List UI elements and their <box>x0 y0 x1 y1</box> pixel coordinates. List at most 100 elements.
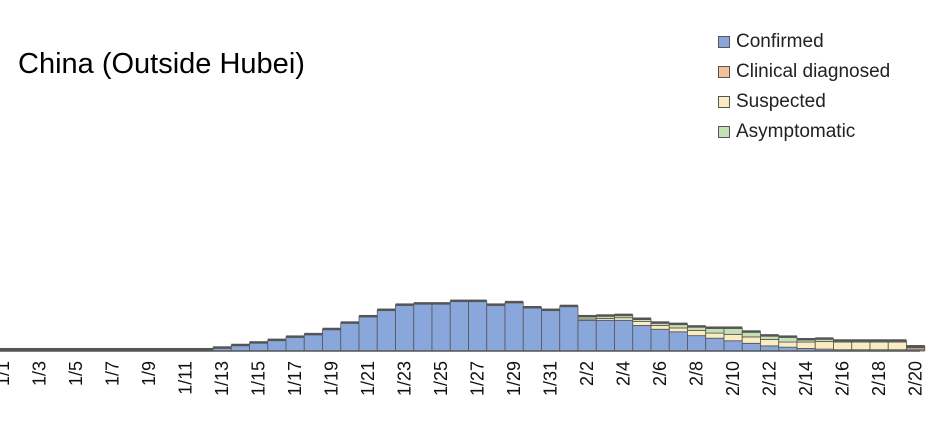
bar-top-1-27 <box>468 299 487 303</box>
bar-confirmed-2-8 <box>687 335 707 352</box>
x-tick-label: 1/27 <box>468 361 488 396</box>
bar-suspected-2-6 <box>650 324 670 330</box>
bar-confirmed-1-20 <box>340 322 360 352</box>
bar-top-2-3 <box>596 314 615 317</box>
bar-top-1-12 <box>194 347 213 351</box>
x-tick-label: 1/1 <box>0 361 13 386</box>
x-tick-label: 2/4 <box>614 361 634 386</box>
bar-top-2-16 <box>833 339 852 342</box>
x-tick-label: 2/8 <box>687 361 707 386</box>
x-tick-label: 1/19 <box>322 361 342 396</box>
bar-confirmed-2-4 <box>614 319 634 352</box>
bar-suspected-2-19 <box>887 341 907 351</box>
bar-confirmed-2-6 <box>650 328 670 352</box>
bar-top-2-13 <box>778 335 797 338</box>
bar-top-2-6 <box>651 321 670 324</box>
bar-top-1-10 <box>158 347 177 351</box>
bar-suspected-2-13 <box>778 341 798 348</box>
x-tick-label: 1/7 <box>103 361 123 386</box>
bar-confirmed-1-28 <box>486 304 506 352</box>
bar-top-1-16 <box>267 338 286 342</box>
legend-swatch-clinical-diagnosed <box>718 66 730 78</box>
bar-confirmed-2-1 <box>559 305 579 352</box>
bar-confirmed-2-9 <box>705 337 725 352</box>
legend-label-asymptomatic: Asymptomatic <box>736 121 856 142</box>
bar-suspected-2-8 <box>687 330 707 337</box>
bar-top-1-5 <box>67 347 86 351</box>
bar-top-1-13 <box>213 346 232 349</box>
bar-top-2-9 <box>705 326 724 329</box>
bar-confirmed-2-5 <box>632 324 652 352</box>
x-tick-label: 2/14 <box>796 361 816 396</box>
x-tick-label: 2/20 <box>906 361 926 396</box>
bar-top-1-23 <box>395 303 414 306</box>
bar-top-1-28 <box>486 303 505 306</box>
x-tick-label: 2/12 <box>760 361 780 396</box>
legend-swatch-suspected <box>718 96 730 108</box>
bar-confirmed-1-19 <box>322 328 342 352</box>
bar-top-1-9 <box>140 347 159 351</box>
legend-item-clinical-diagnosed: Clinical diagnosed <box>718 57 890 87</box>
bar-top-2-20 <box>906 345 925 348</box>
x-tick-label: 2/2 <box>577 361 597 386</box>
legend: Confirmed Clinical diagnosed Suspected A… <box>718 27 890 147</box>
bar-suspected-2-15 <box>814 340 834 350</box>
bar-confirmed-1-21 <box>358 316 378 352</box>
bar-confirmed-1-22 <box>376 309 396 352</box>
bar-top-1-17 <box>286 335 305 338</box>
bar-top-1-1 <box>0 347 13 351</box>
bar-confirmed-1-16 <box>267 339 287 352</box>
legend-swatch-asymptomatic <box>718 126 730 138</box>
bar-suspected-2-7 <box>668 327 688 333</box>
bar-top-1-15 <box>249 341 268 344</box>
bar-top-2-7 <box>669 322 688 326</box>
x-tick-label: 2/18 <box>869 361 889 396</box>
bar-top-2-8 <box>687 325 706 328</box>
bars-group <box>0 299 926 352</box>
bar-top-1-22 <box>377 308 396 312</box>
x-tick-label: 1/5 <box>66 361 86 386</box>
bar-suspected-2-16 <box>833 341 853 351</box>
bar-confirmed-1-15 <box>249 342 269 352</box>
bar-confirmed-1-17 <box>285 336 305 352</box>
x-tick-label: 1/13 <box>212 361 232 396</box>
chart-title: China (Outside Hubei) <box>18 48 305 80</box>
bar-top-1-18 <box>304 332 323 336</box>
legend-item-suspected: Suspected <box>718 87 890 117</box>
bar-top-1-11 <box>176 347 195 351</box>
bar-confirmed-2-2 <box>577 319 597 352</box>
bar-top-2-5 <box>632 317 651 320</box>
bar-confirmed-1-24 <box>413 303 433 352</box>
bar-confirmed-2-11 <box>741 342 761 352</box>
x-tick-label: 1/9 <box>139 361 159 386</box>
bar-top-1-31 <box>541 308 560 312</box>
x-tick-labels: 1/1 1/3 1/5 1/7 1/9 1/11 1/13 1/15 1/17 1/19 1/21 1… <box>0 361 926 396</box>
bar-top-1-3 <box>30 347 49 351</box>
x-tick-label: 1/31 <box>541 361 561 396</box>
bar-suspected-2-12 <box>760 339 780 347</box>
bar-confirmed-1-27 <box>468 300 488 352</box>
bar-top-1-7 <box>103 347 122 351</box>
bar-confirmed-1-23 <box>395 304 415 352</box>
x-tick-label: 1/29 <box>504 361 524 396</box>
bar-top-1-29 <box>505 300 524 304</box>
bar-top-2-10 <box>724 326 743 329</box>
bar-confirmed-2-10 <box>723 340 743 352</box>
bar-top-1-19 <box>322 327 341 331</box>
bar-confirmed-2-3 <box>595 319 615 352</box>
bar-top-1-30 <box>523 305 542 309</box>
bar-top-1-14 <box>231 343 250 347</box>
bar-top-2-14 <box>797 337 816 341</box>
x-tick-label: 1/11 <box>176 361 196 395</box>
bar-top-2-2 <box>578 314 597 318</box>
bar-top-2-18 <box>870 339 889 342</box>
x-tick-label: 1/25 <box>431 361 451 396</box>
x-tick-label: 1/15 <box>249 361 269 396</box>
legend-label-clinical-diagnosed: Clinical diagnosed <box>736 61 891 82</box>
bar-top-2-1 <box>559 304 578 308</box>
bar-suspected-2-9 <box>705 332 725 339</box>
bar-suspected-2-18 <box>869 341 889 351</box>
bar-top-2-17 <box>851 339 870 342</box>
bar-confirmed-1-30 <box>522 307 542 352</box>
